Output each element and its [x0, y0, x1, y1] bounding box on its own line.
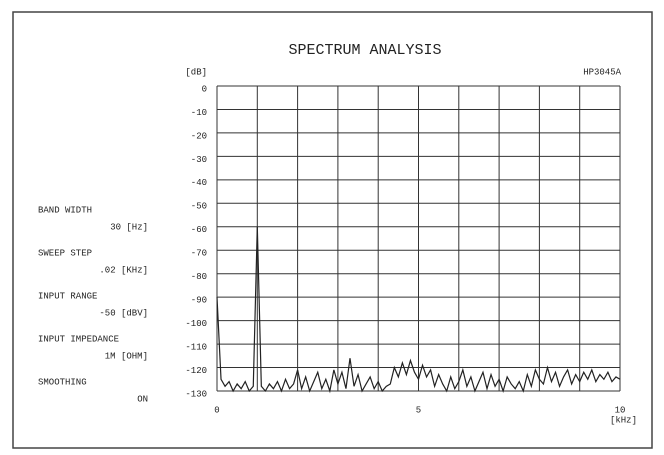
- y-tick-label: -100: [185, 319, 207, 329]
- frame: [12, 11, 653, 449]
- y-tick-label: -10: [191, 108, 207, 118]
- y-tick-label: -110: [185, 342, 207, 352]
- chart-title: SPECTRUM ANALYSIS: [288, 42, 441, 59]
- spectrum-line: [216, 226, 621, 394]
- panel-label: BAND WIDTH: [38, 205, 92, 215]
- y-tick-label: -60: [191, 225, 207, 235]
- y-tick-label: -30: [191, 155, 207, 165]
- y-tick-label: -80: [191, 272, 207, 282]
- y-tick-label: -90: [191, 296, 207, 306]
- x-axis-label: [kHz]: [610, 415, 637, 425]
- y-tick-label: -50: [191, 202, 207, 212]
- panel-label: SMOOTHING: [38, 377, 87, 387]
- y-tick-label: -20: [191, 131, 207, 141]
- panel-value: -50 [dBV]: [99, 308, 148, 318]
- y-tick-label: -120: [185, 366, 207, 376]
- x-tick-label: 5: [416, 405, 421, 415]
- y-axis-label: [dB]: [185, 67, 207, 77]
- x-tick-label: 10: [615, 405, 626, 415]
- x-tick-label: 0: [214, 405, 219, 415]
- y-tick-label: 0: [202, 84, 207, 94]
- instrument-label: HP3045A: [583, 67, 621, 77]
- panel-value: .02 [KHz]: [99, 265, 148, 275]
- panel-value: ON: [137, 394, 148, 404]
- y-tick-label: -40: [191, 178, 207, 188]
- panel-value: 1M [OHM]: [105, 351, 148, 361]
- y-tick-label: -70: [191, 249, 207, 259]
- panel-label: SWEEP STEP: [38, 248, 92, 258]
- panel-label: INPUT RANGE: [38, 291, 97, 301]
- panel-label: INPUT IMPEDANCE: [38, 334, 119, 344]
- panel-value: 30 [Hz]: [110, 222, 148, 232]
- y-tick-label: -130: [185, 389, 207, 399]
